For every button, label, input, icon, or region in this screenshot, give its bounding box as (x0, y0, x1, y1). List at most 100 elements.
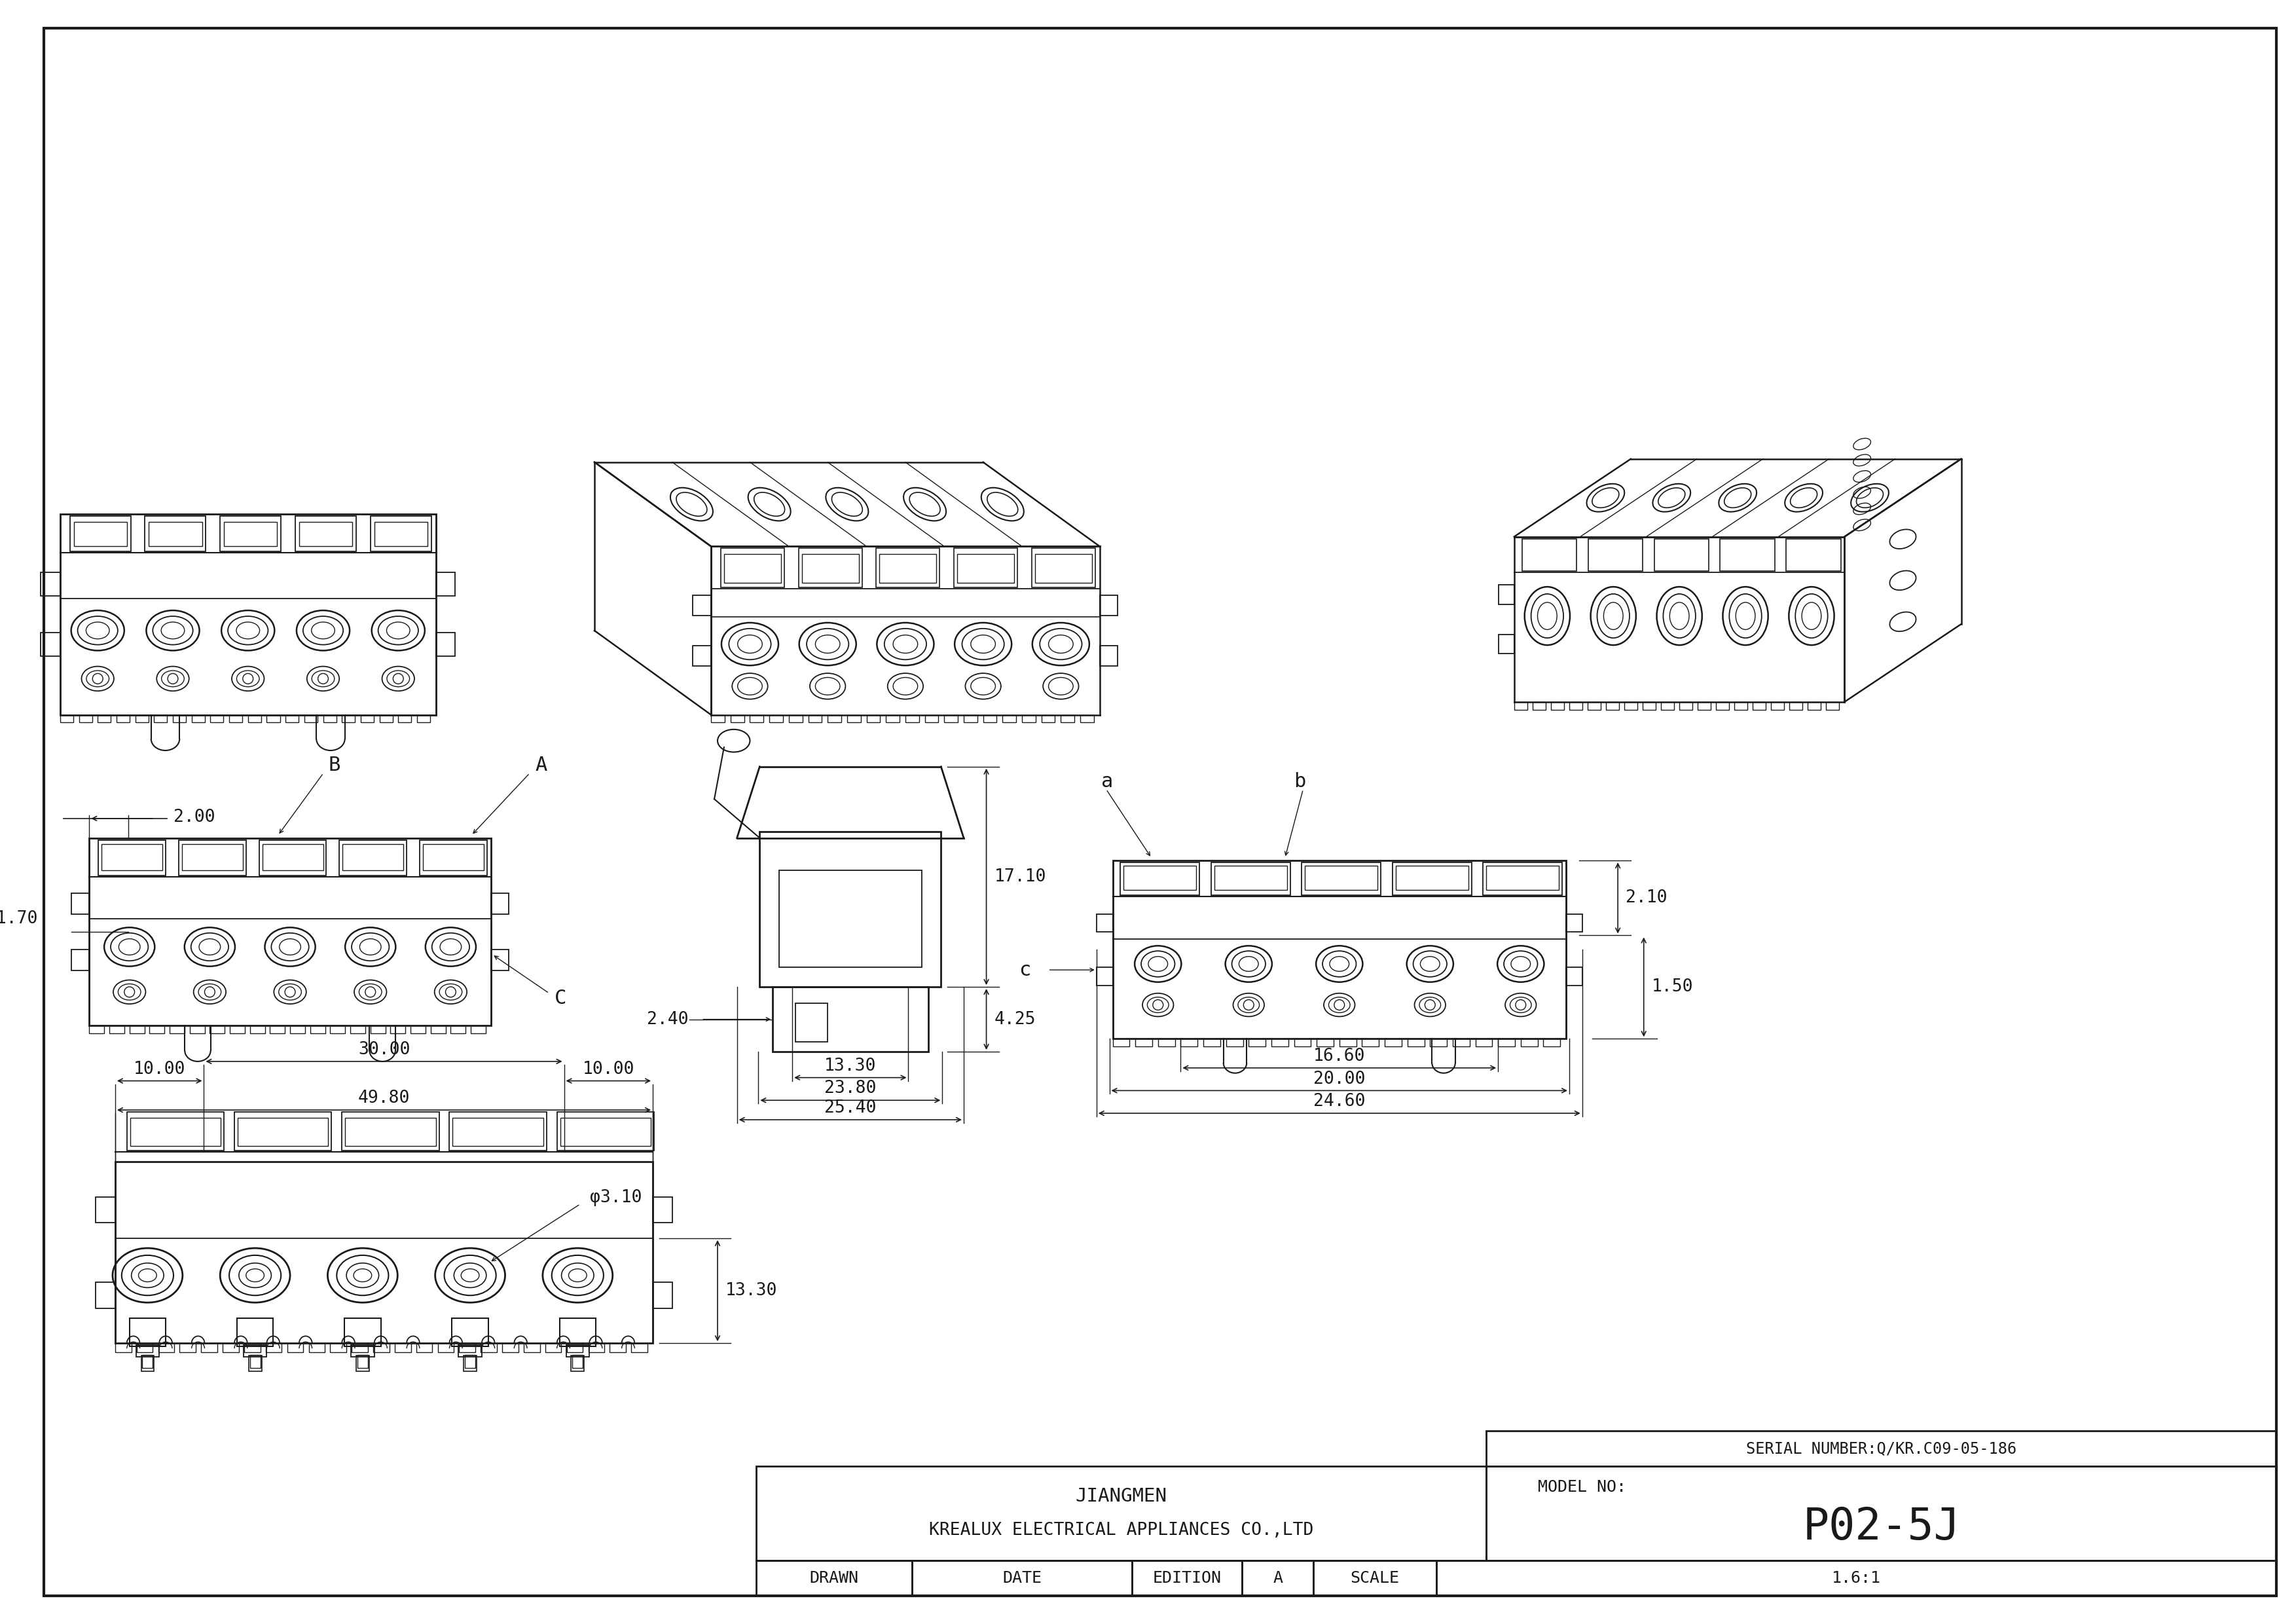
Bar (41, 633, 60, 656)
Bar (1123, 866, 1196, 890)
Bar (1114, 1039, 1130, 1046)
Text: DATE: DATE (1003, 1570, 1042, 1587)
Bar (572, 1354, 583, 1367)
Bar (544, 1343, 563, 1353)
Bar (1210, 862, 1290, 895)
Bar (778, 870, 921, 968)
Bar (250, 1354, 259, 1367)
Text: 1.50: 1.50 (1651, 979, 1692, 996)
Bar (90, 1026, 103, 1033)
Bar (259, 840, 326, 875)
Bar (351, 1345, 374, 1358)
Bar (1079, 715, 1093, 723)
Bar (436, 573, 455, 596)
Bar (439, 1343, 455, 1353)
Bar (149, 1026, 165, 1033)
Bar (1522, 539, 1577, 572)
Bar (1097, 968, 1114, 986)
Bar (126, 1112, 225, 1151)
Bar (115, 1343, 131, 1353)
Bar (179, 840, 246, 875)
Bar (567, 1345, 590, 1358)
Text: 1.6:1: 1.6:1 (1832, 1570, 1880, 1587)
Bar (560, 1319, 595, 1346)
Bar (459, 1345, 482, 1358)
Bar (374, 521, 427, 546)
Bar (1497, 1039, 1515, 1046)
Bar (1061, 715, 1075, 723)
Bar (1660, 702, 1674, 710)
Bar (308, 1343, 324, 1353)
Bar (418, 715, 429, 723)
Bar (296, 516, 356, 552)
Text: a: a (1102, 771, 1114, 791)
Text: B: B (328, 755, 340, 775)
Text: 2.10: 2.10 (1626, 890, 1667, 906)
Bar (1022, 715, 1035, 723)
Bar (1249, 1039, 1265, 1046)
Bar (60, 715, 73, 723)
Bar (1825, 702, 1839, 710)
Bar (471, 1026, 487, 1033)
Bar (331, 1026, 344, 1033)
Bar (452, 1117, 544, 1147)
Bar (1589, 539, 1642, 572)
Bar (1100, 594, 1118, 615)
Text: C: C (553, 989, 567, 1009)
Bar (944, 715, 957, 723)
Bar (1566, 914, 1582, 932)
Bar (452, 1319, 489, 1346)
Bar (422, 844, 484, 870)
Bar (305, 715, 317, 723)
Bar (145, 516, 207, 552)
Bar (1807, 702, 1821, 710)
Bar (1396, 866, 1467, 890)
Text: A: A (535, 755, 546, 775)
Bar (466, 1354, 475, 1367)
Bar (1302, 862, 1380, 895)
Bar (271, 1026, 285, 1033)
Bar (71, 893, 90, 914)
Bar (751, 715, 765, 723)
Bar (395, 1343, 411, 1353)
Bar (953, 549, 1017, 588)
Text: 17.10: 17.10 (994, 869, 1047, 885)
Bar (135, 1345, 158, 1358)
Bar (1697, 702, 1711, 710)
Bar (41, 573, 60, 596)
Bar (1180, 1039, 1199, 1046)
Bar (90, 838, 491, 1026)
Bar (1295, 1039, 1311, 1046)
Bar (1215, 866, 1286, 890)
Bar (877, 549, 939, 588)
Bar (769, 715, 783, 723)
Bar (693, 594, 712, 615)
Bar (1134, 1039, 1153, 1046)
Bar (480, 1343, 496, 1353)
Text: c: c (1019, 960, 1031, 979)
Bar (298, 521, 351, 546)
Bar (799, 549, 861, 588)
Bar (1720, 539, 1775, 572)
Bar (172, 715, 186, 723)
Bar (370, 516, 432, 552)
Bar (1499, 635, 1515, 654)
Bar (721, 549, 785, 588)
Bar (1550, 702, 1564, 710)
Bar (416, 1343, 432, 1353)
Bar (135, 715, 149, 723)
Bar (1339, 1039, 1357, 1046)
Bar (572, 1356, 583, 1371)
Bar (1316, 1039, 1334, 1046)
Bar (1483, 862, 1561, 895)
Bar (912, 1561, 1132, 1596)
Bar (191, 1026, 204, 1033)
Bar (879, 554, 937, 583)
Bar (631, 1343, 647, 1353)
Text: 2.00: 2.00 (174, 809, 216, 825)
Bar (225, 521, 278, 546)
Bar (344, 1319, 381, 1346)
Bar (1543, 1039, 1561, 1046)
Bar (397, 715, 411, 723)
Bar (170, 1026, 184, 1033)
